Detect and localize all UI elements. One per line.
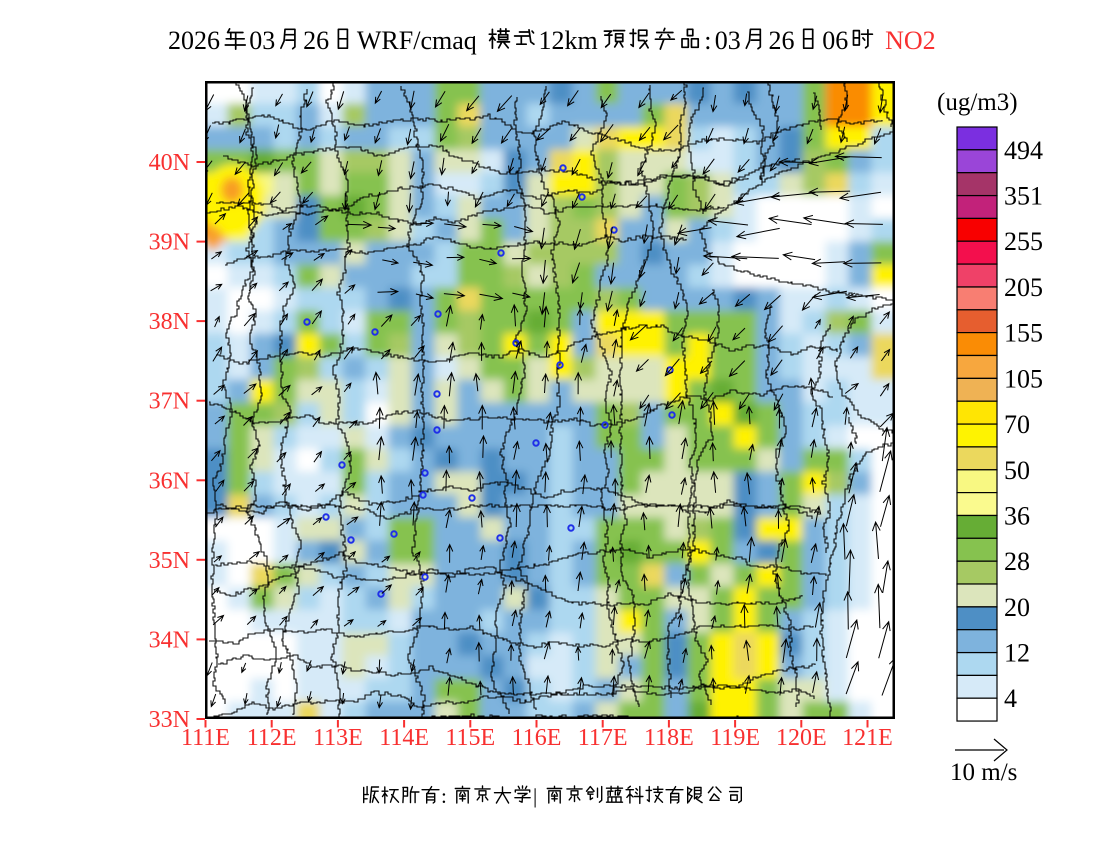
svg-text:155: 155 bbox=[1004, 319, 1043, 348]
svg-text:12: 12 bbox=[1004, 639, 1030, 668]
svg-text:116E: 116E bbox=[512, 725, 562, 751]
svg-text:06: 06 bbox=[822, 26, 848, 55]
svg-text:37N: 37N bbox=[149, 389, 190, 415]
svg-text:112E: 112E bbox=[247, 725, 297, 751]
svg-text:70: 70 bbox=[1004, 410, 1030, 439]
svg-text:494: 494 bbox=[1004, 136, 1043, 165]
svg-text:40N: 40N bbox=[149, 150, 190, 176]
svg-text:38N: 38N bbox=[149, 309, 190, 335]
svg-text:119E: 119E bbox=[710, 725, 760, 751]
svg-text:28: 28 bbox=[1004, 547, 1030, 576]
svg-text:117E: 117E bbox=[578, 725, 628, 751]
svg-text:03: 03 bbox=[715, 26, 741, 55]
svg-text:36N: 36N bbox=[149, 468, 190, 494]
svg-text:33N: 33N bbox=[149, 707, 190, 733]
svg-text:26: 26 bbox=[769, 26, 795, 55]
svg-text:10 m/s: 10 m/s bbox=[950, 759, 1017, 786]
svg-text:34N: 34N bbox=[149, 627, 190, 653]
svg-text:118E: 118E bbox=[644, 725, 694, 751]
svg-text:39N: 39N bbox=[149, 230, 190, 256]
svg-text:4: 4 bbox=[1004, 684, 1017, 713]
svg-text:2026: 2026 bbox=[168, 26, 220, 55]
svg-text:105: 105 bbox=[1004, 364, 1043, 393]
svg-text:NO2: NO2 bbox=[885, 26, 936, 55]
svg-text:WRF/cmaq: WRF/cmaq bbox=[357, 26, 477, 55]
svg-text:26: 26 bbox=[303, 26, 329, 55]
svg-text:111E: 111E bbox=[181, 725, 230, 751]
svg-text:12km: 12km bbox=[539, 26, 598, 55]
svg-text:35N: 35N bbox=[149, 548, 190, 574]
svg-text:205: 205 bbox=[1004, 273, 1043, 302]
svg-text:120E: 120E bbox=[776, 725, 827, 751]
svg-text:114E: 114E bbox=[379, 725, 429, 751]
svg-text::: : bbox=[704, 26, 711, 55]
svg-text:50: 50 bbox=[1004, 456, 1030, 485]
svg-text:(ug/m3): (ug/m3) bbox=[937, 89, 1018, 116]
svg-text:121E: 121E bbox=[842, 725, 893, 751]
svg-text:255: 255 bbox=[1004, 227, 1043, 256]
svg-text:|: | bbox=[533, 784, 537, 808]
svg-text:36: 36 bbox=[1004, 502, 1030, 531]
svg-text:351: 351 bbox=[1004, 182, 1043, 211]
svg-text::: : bbox=[441, 784, 447, 808]
svg-text:113E: 113E bbox=[313, 725, 363, 751]
svg-text:03: 03 bbox=[249, 26, 275, 55]
svg-text:20: 20 bbox=[1004, 593, 1030, 622]
svg-text:115E: 115E bbox=[445, 725, 495, 751]
